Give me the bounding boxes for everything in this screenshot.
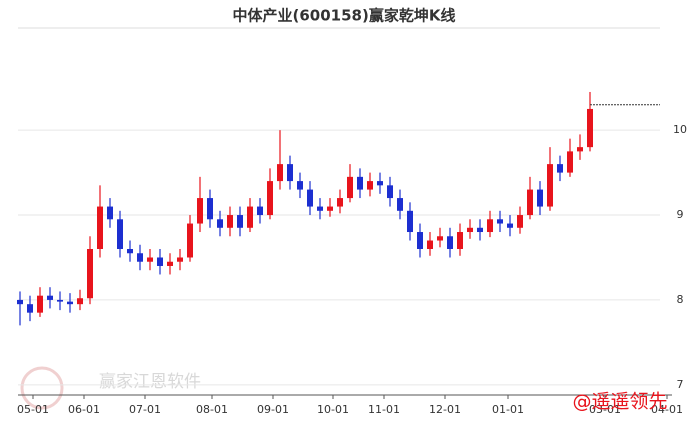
candle-body — [227, 215, 233, 228]
candle-body — [257, 206, 263, 216]
watermark-logo — [20, 366, 64, 410]
watermark: 赢家江恩软件 — [99, 372, 201, 392]
candle-body — [57, 299, 63, 302]
candle-body — [37, 295, 43, 313]
candle-body — [327, 206, 333, 211]
signature: @遥遥领先 — [572, 391, 667, 413]
candle-body — [187, 223, 193, 258]
candle-body — [197, 198, 203, 224]
candle-body — [267, 181, 273, 216]
candle-body — [587, 108, 593, 148]
candle-body — [507, 223, 513, 228]
candle-body — [47, 295, 53, 300]
candle-body — [277, 164, 283, 182]
candle-body — [567, 151, 573, 173]
x-tick-label: 08-01 — [196, 403, 228, 416]
candle-body — [17, 299, 23, 305]
candle-body — [487, 219, 493, 233]
x-tick-label: 03-01 — [589, 403, 621, 416]
candle-body — [387, 185, 393, 199]
y-tick-label: 9 — [677, 208, 684, 221]
candle-body — [287, 164, 293, 182]
x-tick-label: 09-01 — [257, 403, 289, 416]
candle-body — [67, 301, 73, 305]
candle-body — [437, 236, 443, 241]
candle-body — [207, 198, 213, 220]
candle-body — [117, 219, 123, 249]
candle-body — [347, 176, 353, 199]
candle-body — [517, 215, 523, 228]
candle-body — [77, 298, 83, 305]
candle-body — [247, 206, 253, 228]
y-tick-label: 10 — [673, 123, 687, 136]
candle-body — [417, 232, 423, 249]
x-tick-label: 05-01 — [17, 403, 49, 416]
x-tick-label: 11-01 — [368, 403, 400, 416]
candle-body — [367, 181, 373, 190]
candle-body — [297, 181, 303, 190]
candle-body — [577, 147, 583, 152]
candle-body — [307, 189, 313, 207]
x-tick-label: 06-01 — [68, 403, 100, 416]
candle-body — [377, 181, 383, 186]
x-tick-label: 10-01 — [317, 403, 349, 416]
candle-body — [547, 164, 553, 207]
candle-body — [157, 257, 163, 266]
y-tick-label: 7 — [677, 378, 684, 391]
x-tick-label: 04-01 — [651, 403, 683, 416]
candle-body — [317, 206, 323, 211]
chart-title: 中体产业(600158)赢家乾坤K线 — [233, 7, 456, 25]
candle-body — [107, 206, 113, 220]
candle-body — [557, 164, 563, 173]
candle-body — [337, 198, 343, 207]
candle-body — [397, 198, 403, 211]
candle-body — [237, 215, 243, 228]
candle-body — [127, 249, 133, 254]
candle-body — [427, 240, 433, 249]
candle-body — [27, 304, 33, 313]
candle-body — [537, 189, 543, 207]
candle-body — [457, 232, 463, 249]
candle-body — [467, 227, 473, 233]
candle-body — [147, 257, 153, 262]
candle-body — [357, 176, 363, 190]
candle-body — [137, 253, 143, 262]
candle-body — [177, 257, 183, 262]
candle-body — [217, 219, 223, 228]
candle-body — [87, 249, 93, 299]
x-tick-label: 12-01 — [429, 403, 461, 416]
candle-body — [527, 189, 533, 216]
candle-body — [497, 219, 503, 224]
candle-body — [97, 206, 103, 249]
candle-body — [447, 236, 453, 249]
candle-body — [477, 227, 483, 233]
x-tick-label: 07-01 — [129, 403, 161, 416]
x-tick-label: 01-01 — [492, 403, 524, 416]
candle-body — [407, 210, 413, 233]
y-tick-label: 8 — [677, 293, 684, 306]
candle-body — [167, 261, 173, 266]
